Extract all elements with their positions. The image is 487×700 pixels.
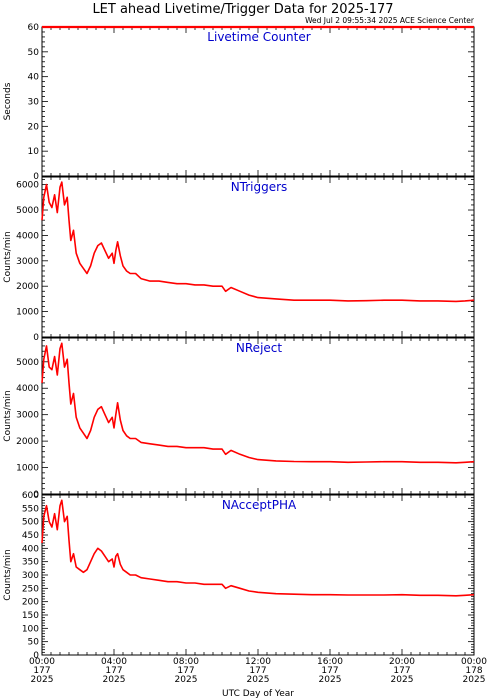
series-line (41, 342, 475, 464)
y-tick-label: 550 (22, 504, 39, 514)
panel-2: 0 1000 2000 3000 4000 5000 6000 Counts/min NTrig… (3, 176, 475, 343)
y-tick-label: 600 (22, 491, 39, 501)
y-axis-label: Counts/min (3, 390, 13, 441)
figure-title: LET ahead Livetime/Trigger Data for 2025… (92, 2, 393, 17)
y-tick-label: 0 (33, 490, 39, 500)
y-tick-label: 2000 (16, 282, 39, 292)
y-tick-label: 5000 (16, 206, 39, 216)
y-tick-label: 60 (28, 23, 40, 33)
panels-group: 0 10 20 30 40 50 60 Seconds Livetime Counter 0 100… (3, 23, 475, 661)
y-tick-label: 3000 (16, 257, 39, 267)
y-tick-label: 1000 (16, 464, 39, 474)
y-tick-label: 50 (28, 638, 40, 648)
panel-title: Livetime Counter (207, 30, 310, 44)
y-tick-label: 0 (33, 333, 39, 343)
y-tick-label: 100 (22, 624, 39, 634)
y-tick-label: 30 (28, 98, 40, 108)
y-tick-label: 300 (22, 571, 39, 581)
y-tick-label: 20 (28, 122, 40, 132)
panel-3: 0 1000 2000 3000 4000 5000 Counts/min NReject (3, 337, 475, 500)
x-tick-time: 08:00 (173, 657, 199, 667)
x-tick-doy: 177 (177, 666, 194, 676)
y-tick-label: 4000 (16, 384, 39, 394)
series-line (41, 181, 475, 303)
x-tick-year: 2025 (31, 675, 54, 685)
y-tick-label: 2000 (16, 437, 39, 447)
x-tick-doy: 177 (321, 666, 338, 676)
x-tick-time: 04:00 (101, 657, 127, 667)
x-tick-doy: 177 (33, 666, 50, 676)
y-tick-label: 450 (22, 531, 39, 541)
panel-frame (41, 26, 475, 177)
panel-1: 0 10 20 30 40 50 60 Seconds Livetime Counter (3, 23, 475, 182)
y-tick-label: 40 (28, 73, 40, 83)
y-tick-label: 0 (33, 172, 39, 182)
x-tick-doy: 177 (249, 666, 266, 676)
x-tick-time: 20:00 (389, 657, 415, 667)
x-tick-year: 2025 (103, 675, 126, 685)
x-tick-year: 2025 (175, 675, 198, 685)
y-tick-label: 150 (22, 611, 39, 621)
x-tick-time: 00:00 (461, 657, 487, 667)
y-tick-label: 6000 (16, 181, 39, 191)
y-tick-label: 4000 (16, 231, 39, 241)
y-tick-label: 0 (33, 651, 39, 661)
y-tick-label: 350 (22, 558, 39, 568)
generated-timestamp: Wed Jul 2 09:55:34 2025 ACE Science Cent… (305, 16, 475, 25)
y-axis-label: Counts/min (3, 231, 13, 282)
panel-frame (41, 494, 475, 656)
y-tick-label: 250 (22, 584, 39, 594)
y-tick-label: 1000 (16, 308, 39, 318)
panel-frame (41, 176, 475, 338)
series-line (41, 499, 475, 597)
x-axis-label: UTC Day of Year (222, 689, 294, 699)
x-tick-year: 2025 (391, 675, 414, 685)
y-tick-label: 200 (22, 598, 39, 608)
y-tick-label: 10 (28, 147, 40, 157)
y-tick-label: 3000 (16, 411, 39, 421)
x-tick-doy: 177 (105, 666, 122, 676)
x-axis-group: 00:00177202504:00177202508:00177202512:0… (29, 657, 487, 685)
x-tick-doy: 177 (393, 666, 410, 676)
y-tick-label: 5000 (16, 358, 39, 368)
x-tick-time: 16:00 (317, 657, 343, 667)
y-tick-label: 50 (28, 48, 40, 58)
x-tick-year: 2025 (247, 675, 270, 685)
x-tick-time: 12:00 (245, 657, 271, 667)
panel-frame (41, 337, 475, 495)
y-axis-label: Counts/min (3, 549, 13, 600)
panel-title: NAcceptPHA (222, 498, 297, 512)
x-tick-year: 2025 (319, 675, 342, 685)
y-axis-label: Seconds (3, 82, 13, 120)
panel-title: NReject (236, 341, 282, 355)
y-tick-label: 400 (22, 544, 39, 554)
x-tick-year: 2025 (463, 675, 486, 685)
y-tick-label: 500 (22, 518, 39, 528)
x-tick-doy: 178 (465, 666, 482, 676)
x-tick-time: 00:00 (29, 657, 55, 667)
panel-4: 0 50 100 150 200 250 300 350 400 450 500 550 600 Coun… (3, 491, 475, 661)
panel-title: NTriggers (231, 180, 288, 194)
